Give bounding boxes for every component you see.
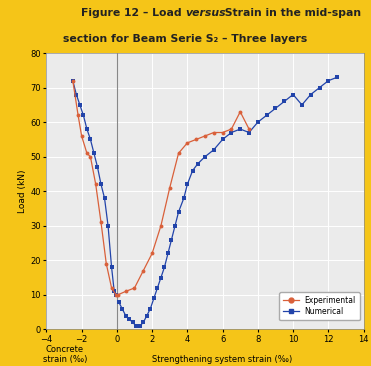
Text: Strengthening system strain (‰): Strengthening system strain (‰): [152, 355, 293, 364]
Text: Concrete
strain (‰): Concrete strain (‰): [43, 345, 87, 364]
Legend: Experimental, Numerical: Experimental, Numerical: [279, 292, 360, 320]
Text: section for Beam Serie S₂ – Three layers: section for Beam Serie S₂ – Three layers: [63, 34, 308, 44]
Text: versus: versus: [186, 8, 226, 18]
Y-axis label: Load (kN): Load (kN): [19, 169, 27, 213]
Text: Strain in the mid-span: Strain in the mid-span: [221, 8, 361, 18]
Text: Figure 12 – Load: Figure 12 – Load: [81, 8, 186, 18]
